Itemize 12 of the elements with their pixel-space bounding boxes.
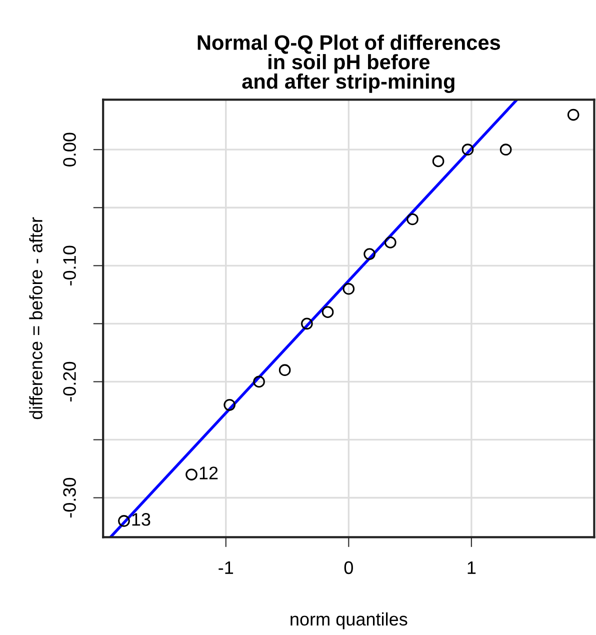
y-tick-label: -0.30: [63, 478, 76, 518]
annotation: 12: [200, 466, 218, 480]
x-tick-label: 0: [344, 561, 353, 574]
chart-title: Normal Q-Q Plot of differences in soil pH before and after strip-mining: [198, 34, 500, 93]
x-axis-title: norm quantiles: [290, 612, 408, 630]
y-tick-label: -0.10: [63, 246, 76, 286]
y-tick-label: -0.20: [63, 362, 76, 402]
y-tick-label: 0.00: [63, 132, 76, 166]
x-tick-label: -1: [218, 561, 234, 574]
x-tick-label: 1: [468, 561, 476, 574]
annotation: 13: [132, 513, 150, 526]
y-axis-title: difference = before - after: [29, 217, 42, 420]
